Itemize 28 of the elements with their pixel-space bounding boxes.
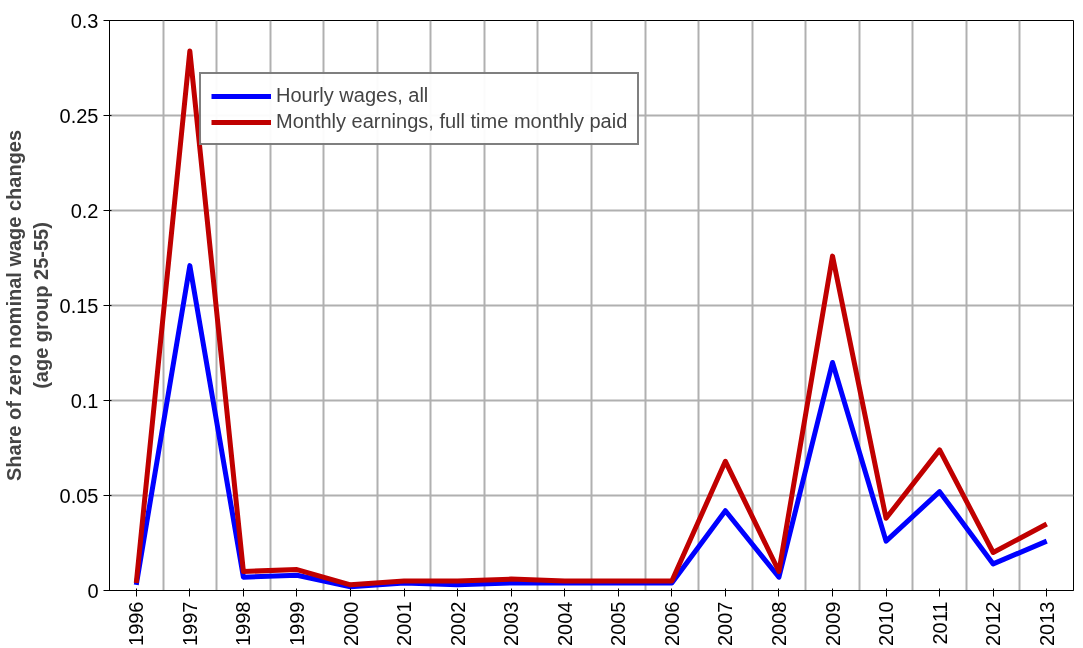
y-tick-label: 0.1 [70,389,99,412]
x-tick-label: 2012 [982,601,1005,646]
x-tick-label: 1998 [232,601,255,646]
x-tick-label: 1996 [125,601,148,646]
x-tick-label: 2002 [446,601,469,646]
y-tick-label: 0.2 [70,199,99,222]
x-tick-label: 2010 [875,601,898,646]
x-tick-label: 2001 [393,601,416,646]
x-tick-label: 2013 [1035,601,1058,646]
x-tick-label: 2011 [928,601,951,645]
x-tick-label: 2003 [500,601,523,646]
x-tick-label: 2006 [660,601,683,646]
y-tick-label: 0 [87,579,99,602]
x-tick-label: 1999 [285,601,308,646]
x-tick-label: 2007 [714,601,737,646]
legend-label: Hourly wages, all [276,84,429,107]
y-axis-title: Share of zero nominal wage changes (age group 25-55) [3,129,52,482]
x-tick-label: 2008 [767,601,790,646]
y-tick-label: 0.15 [59,294,99,317]
y-tick-label: 0.05 [59,484,99,507]
x-tick-label: 1997 [178,601,201,646]
y-tick-label: 0.3 [70,9,99,32]
x-tick-label: 2000 [339,601,362,646]
legend-label: Monthly earnings, full time monthly paid [276,110,628,133]
x-tick-label: 2004 [553,601,576,646]
x-tick-label: 2005 [607,601,630,646]
x-tick-label: 2009 [821,601,844,646]
y-tick-label: 0.25 [59,104,99,127]
